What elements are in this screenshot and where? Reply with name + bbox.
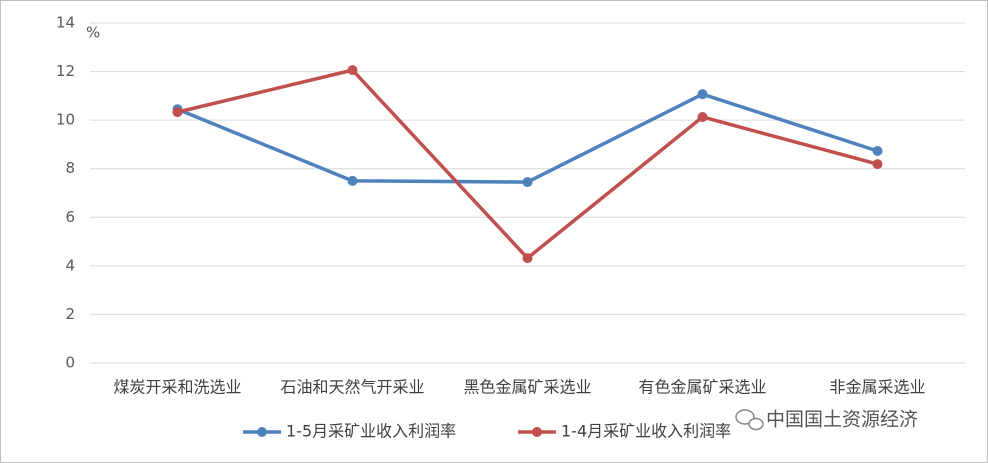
point [347, 175, 358, 186]
y-tick-label: 0 [65, 354, 75, 372]
y-tick-label: 2 [65, 305, 75, 323]
point [697, 89, 708, 100]
y-tick-label: 12 [56, 62, 75, 80]
legend-label: 1-5月采矿业收入利润率 [286, 422, 456, 441]
point [872, 145, 883, 156]
point [172, 107, 183, 118]
legend-marker [532, 427, 542, 437]
x-tick-label: 非金属采选业 [829, 378, 925, 397]
x-tick-label: 煤炭开采和洗选业 [113, 378, 241, 397]
point [347, 65, 358, 76]
x-tick-label: 石油和天然气开采业 [280, 378, 424, 397]
y-tick-label: 10 [56, 111, 75, 129]
point [697, 111, 708, 122]
legend-marker [257, 427, 267, 437]
y-tick-label: 6 [65, 208, 75, 226]
y-tick-label: 4 [65, 256, 75, 274]
y-tick-label: 14 [56, 14, 75, 32]
point [522, 177, 533, 188]
y-tick-label: 8 [65, 159, 75, 177]
point [522, 253, 533, 264]
x-tick-label: 有色金属矿采选业 [638, 378, 766, 397]
x-tick-label: 黑色金属矿采选业 [463, 378, 591, 397]
watermark-icon [735, 409, 764, 431]
point [872, 159, 883, 170]
legend-label: 1-4月采矿业收入利润率 [561, 422, 731, 441]
y-unit: % [86, 24, 100, 42]
watermark: 中国国土资源经济 [766, 409, 918, 431]
